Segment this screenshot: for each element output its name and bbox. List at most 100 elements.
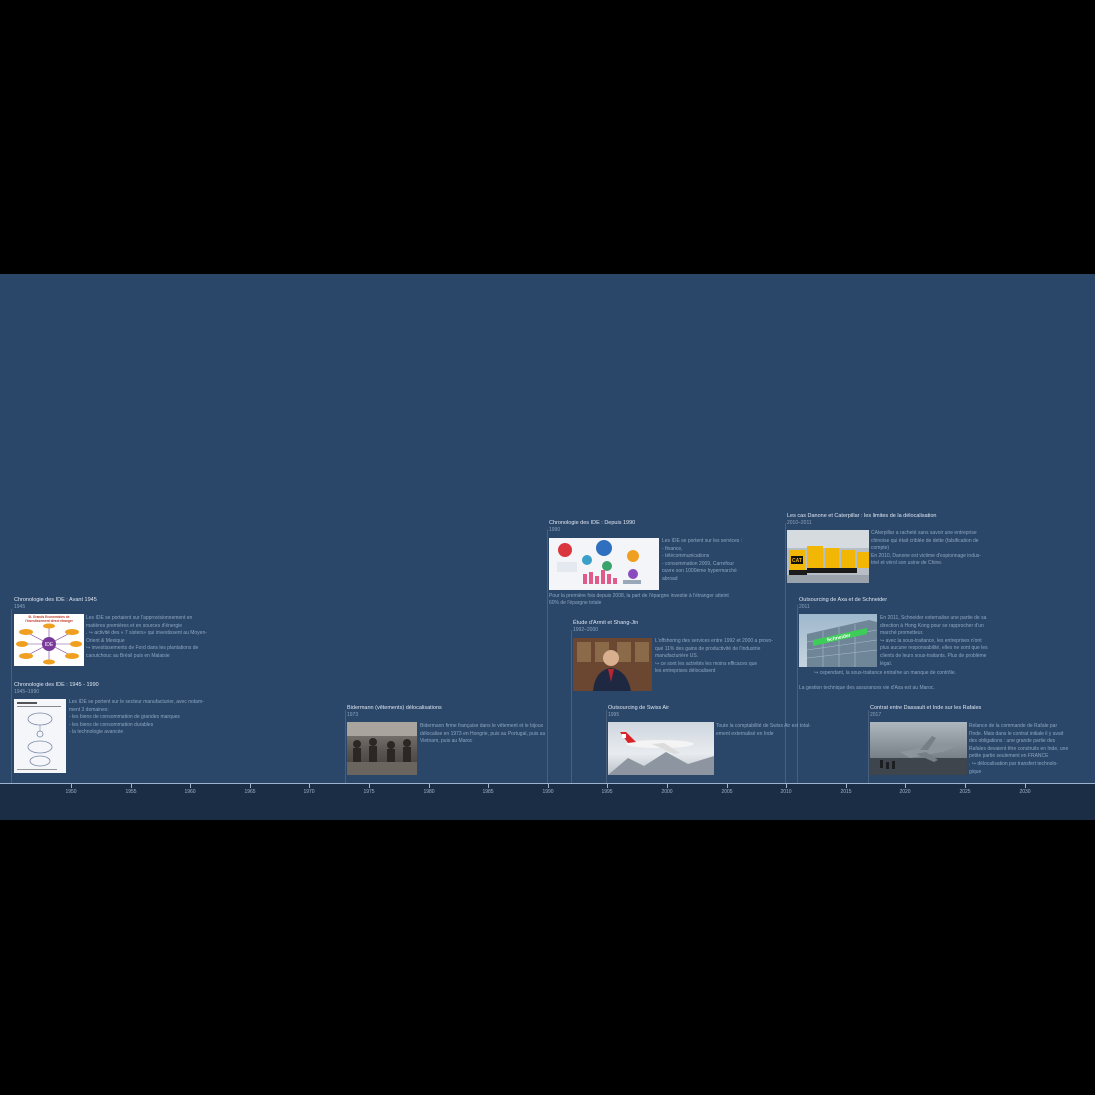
event-swiss-air[interactable]: Outsourcing de Swiss Air 1995 <box>608 705 669 718</box>
desc-line: manufacturière US. <box>655 653 699 660</box>
infographic-graphic <box>557 540 641 584</box>
axis-tick <box>846 783 847 788</box>
desc-line: En 2010, Danone est victime d'espionnage… <box>871 552 981 559</box>
axis-tick <box>71 783 72 788</box>
event-description: Relance de la commande de Rafale par l'I… <box>969 723 1068 776</box>
axis-tick <box>667 783 668 788</box>
timeline-stage[interactable]: Chronologie des IDE : Avant 1945 1945 II… <box>0 274 1095 820</box>
axis-tick-label: 2015 <box>840 789 852 795</box>
desc-line: Relance de la commande de Rafale par <box>969 723 1058 729</box>
event-title: Bidermann (vêtements) délocalisations <box>347 705 442 711</box>
axis-tick <box>250 783 251 788</box>
desc-line: caoutchouc au Brésil puis en Malaisie <box>86 652 170 659</box>
event-description: Les IDE se portaient sur l'approvisionne… <box>86 615 207 661</box>
event-image-portrait-photo[interactable] <box>573 638 652 691</box>
desc-line: ment 3 domaines: <box>69 706 109 713</box>
axis-tick-label: 2000 <box>661 789 673 795</box>
desc-line: direction à Hong Kong pour se rapprocher… <box>880 622 984 629</box>
event-image-services-infographic[interactable] <box>549 538 659 590</box>
event-depuis-1990[interactable]: Chronologie des IDE : Depuis 1990 1990 <box>549 520 635 533</box>
axis-tick <box>965 783 966 788</box>
event-note: Pour la première fois depuis 2008, la pa… <box>549 593 729 607</box>
desc-line: plus aucune responsabilité, elles ne son… <box>880 645 988 652</box>
desc-line: Les IDE se portent sur les services : <box>662 538 743 544</box>
note-line: La gestion technique des assurances vie … <box>799 685 935 691</box>
mindmap-graphic: IDE <box>16 623 82 665</box>
factory-photo-graphic <box>347 722 417 775</box>
caterpillar-graphic: CAT <box>787 530 869 583</box>
event-title: Contrat entre Dassault et Inde sur les R… <box>870 705 982 711</box>
axis-tick <box>905 783 906 788</box>
event-note: ↪ cependant, la sous-traitance entraîne … <box>814 670 956 677</box>
note-line: Pour la première fois depuis 2008, la pa… <box>549 593 729 599</box>
event-title: Chronologie des IDE : 1945 - 1990 <box>14 682 99 688</box>
desc-line: ↪ investissements de Ford dans les plant… <box>86 645 199 652</box>
desc-line: Vietnam, puis au Maroc <box>420 738 473 745</box>
axis-tick-label: 2005 <box>721 789 733 795</box>
desc-line: L'offshoring des services entre 1992 et … <box>655 638 773 644</box>
desc-line: chinoise qui était criblée de dette (fal… <box>871 537 979 544</box>
event-guide-line <box>571 630 572 784</box>
desc-line: - finance, <box>662 545 683 552</box>
event-bidermann[interactable]: Bidermann (vêtements) délocalisations 19… <box>347 705 442 718</box>
event-dassault-rafales[interactable]: Contrat entre Dassault et Inde sur les R… <box>870 705 981 718</box>
event-image-factory-photo[interactable] <box>347 722 417 775</box>
event-description: Toute la comptabilité de Swiss Air est t… <box>716 723 811 738</box>
event-image-ide-mindmap[interactable]: III- Grands Economistes de l'investissem… <box>14 614 84 666</box>
event-title: Outsourcing de Axa et de Schneider <box>799 597 888 603</box>
event-description: Les IDE se portent sur les services : - … <box>662 538 742 584</box>
event-image-airplane-photo[interactable] <box>608 722 714 775</box>
axis-tick <box>727 783 728 788</box>
axis-tick <box>548 783 549 788</box>
axis-tick <box>786 783 787 788</box>
desc-line: Les IDE se portent sur le secteur manufa… <box>69 699 204 705</box>
event-image-schneider-building[interactable]: Schneider <box>799 614 877 667</box>
portrait-graphic <box>573 638 652 691</box>
axis-tick-label: 1995 <box>601 789 613 795</box>
event-guide-line <box>797 605 798 784</box>
desc-line: - consommation 2009, Carrefour <box>662 560 734 567</box>
axis-tick-label: 1960 <box>184 789 196 795</box>
event-armit-shangjin[interactable]: Étude d'Armit et Shang-Jin 1992–2000 <box>573 620 638 633</box>
event-image-document[interactable] <box>14 699 66 773</box>
event-danone-caterpillar[interactable]: Les cas Danone et Caterpillar : les limi… <box>787 513 937 526</box>
event-date: 1945–1990 <box>14 689 40 695</box>
axis-tick <box>429 783 430 788</box>
event-title: Les cas Danone et Caterpillar : les limi… <box>787 513 937 519</box>
event-date: 1992–2000 <box>573 627 599 633</box>
axis-tick-label: 1980 <box>423 789 435 795</box>
event-avant-1945[interactable]: Chronologie des IDE : Avant 1945 1945 <box>14 597 97 610</box>
event-guide-line <box>868 710 869 784</box>
event-axa-schneider[interactable]: Outsourcing de Axa et de Schneider 2011 <box>799 597 887 610</box>
desc-line: ↪ avec la sous-traitance, les entreprise… <box>880 637 982 644</box>
event-guide-line <box>606 710 607 784</box>
event-description: Les IDE se portent sur le secteur manufa… <box>69 699 204 737</box>
event-guide-line <box>345 710 346 784</box>
desc-line: - la technologie avancée <box>69 729 124 736</box>
event-image-caterpillar-photo[interactable]: CAT <box>787 530 869 583</box>
desc-line: petite partie seulement en FRANCE <box>969 753 1049 760</box>
axis-tick-label: 1950 <box>65 789 77 795</box>
desc-line: - télécommunications <box>662 553 710 560</box>
event-date: 1973 <box>347 712 359 718</box>
event-1945-1990[interactable]: Chronologie des IDE : 1945 - 1990 1945–1… <box>14 682 99 695</box>
cat-logo-label: CAT <box>792 558 802 564</box>
desc-line: clients de leurs sous-traitants. Plus de… <box>880 652 987 659</box>
desc-line: qué 11% des gains de productivité de l'i… <box>655 645 761 652</box>
desc-line: ouvre son 1000ème hypermarché <box>662 568 737 575</box>
event-description: Bidermann firme française dans le vêteme… <box>420 723 545 746</box>
desc-line: des obligations : une grande partie des <box>969 738 1056 745</box>
axis-tick-label: 2020 <box>899 789 911 795</box>
event-title: Chronologie des IDE : Avant 1945 <box>14 597 97 603</box>
axis-tick-label: 1985 <box>482 789 494 795</box>
axis-tick-label: 1975 <box>363 789 375 795</box>
note-line: 60% de l'épargne totale <box>549 600 602 606</box>
event-image-rafale-photo[interactable] <box>870 722 967 775</box>
desc-line: En 2011, Schneider externalise une parti… <box>880 615 987 621</box>
desc-line: CAterpillar a racheté sans savoir une en… <box>871 530 977 536</box>
desc-line: - les biens de consommation durables <box>69 721 154 728</box>
desc-line: gique <box>969 768 982 775</box>
document-graphic <box>17 702 61 770</box>
desc-line: l'Inde. Mais dans le contrat initiale il… <box>969 730 1064 737</box>
event-guide-line <box>547 529 548 784</box>
